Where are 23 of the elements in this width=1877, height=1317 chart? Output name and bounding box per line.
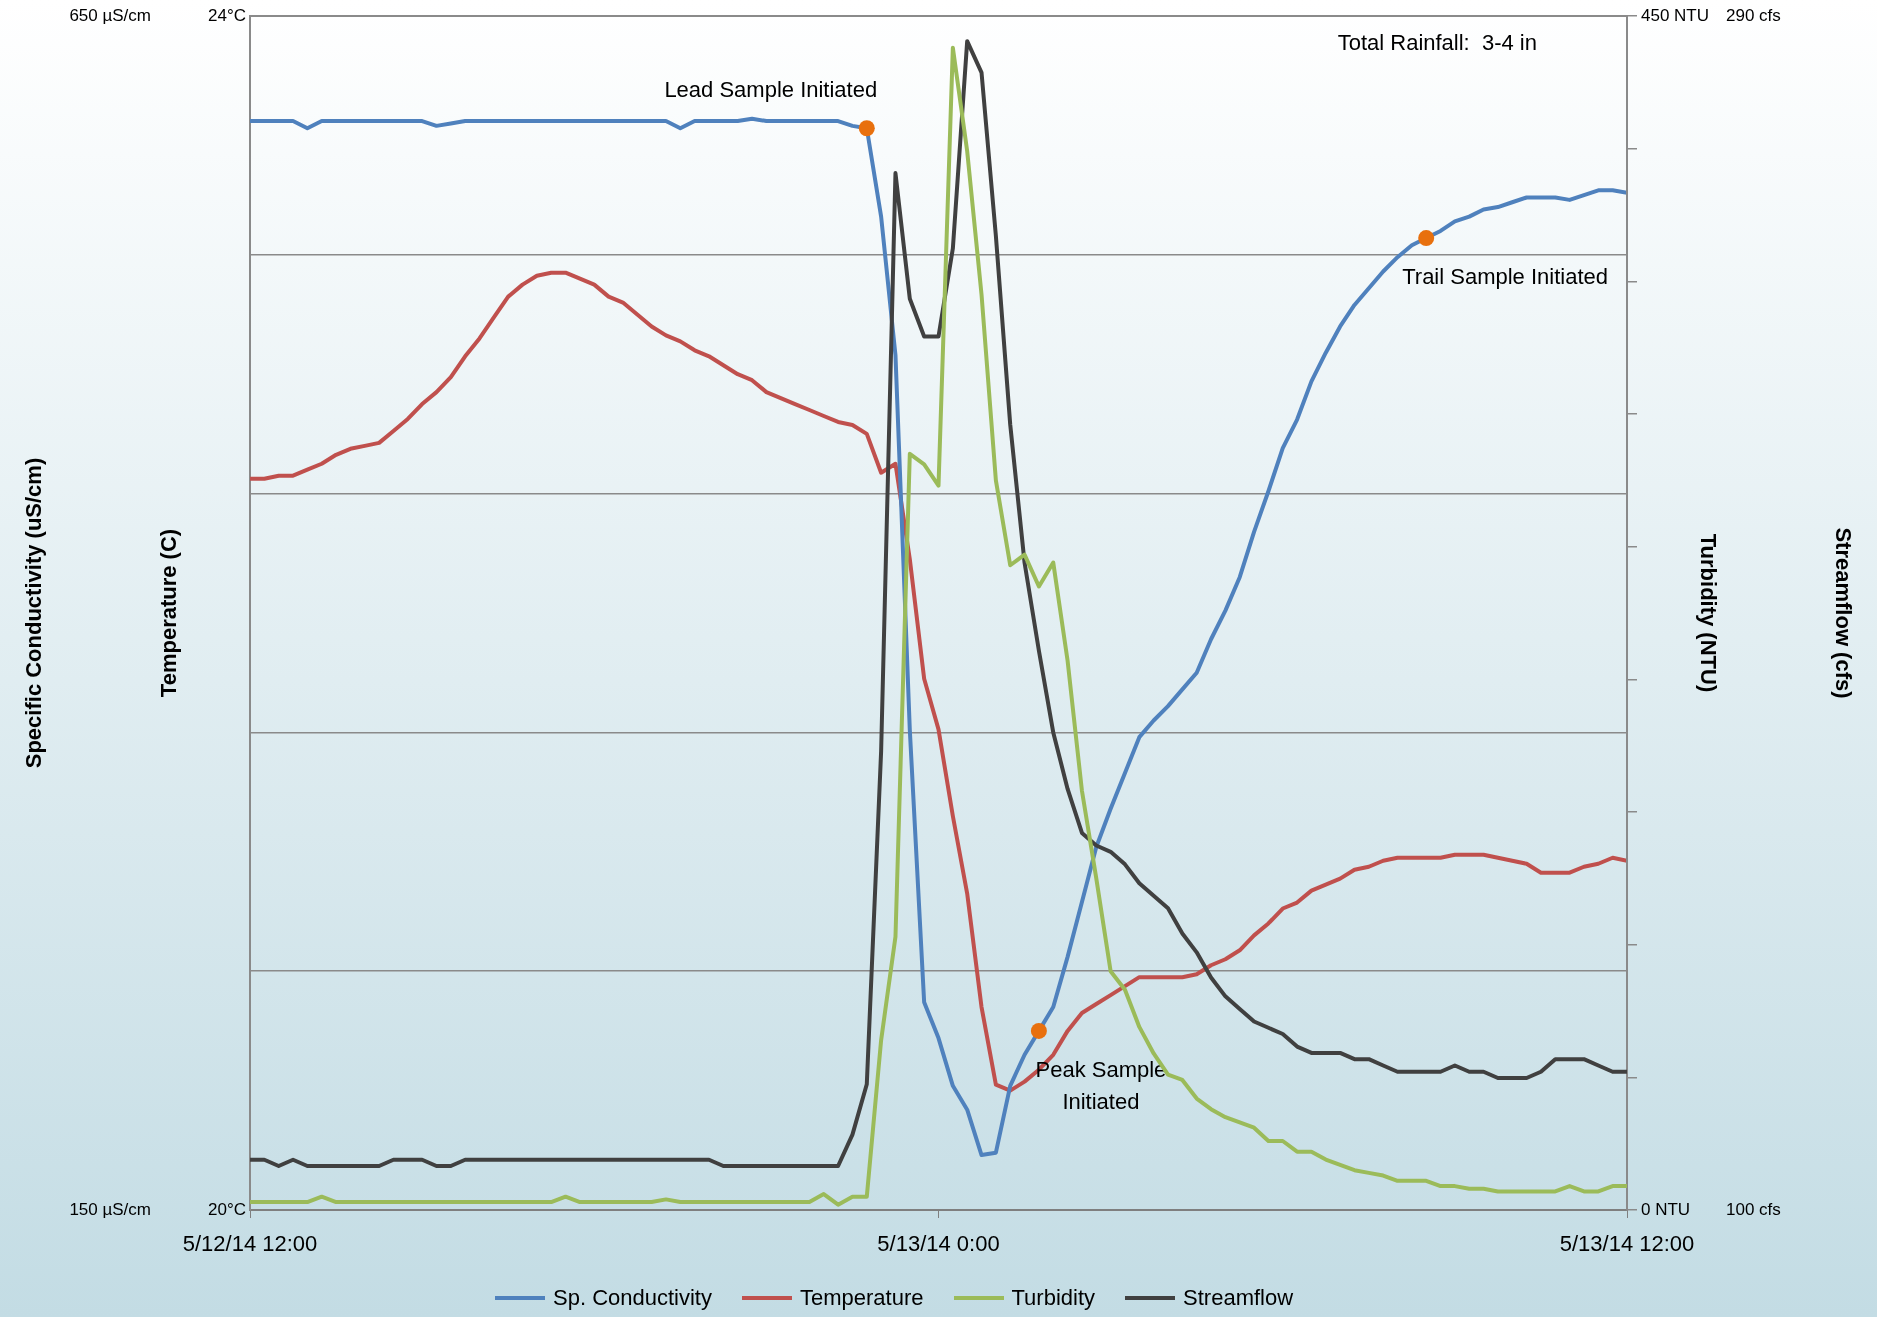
y-tick-label: 150 µS/cm xyxy=(69,1199,151,1219)
y-tick-label: 0 NTU xyxy=(1641,1199,1691,1219)
x-tick-label: 5/13/14 12:00 xyxy=(1559,1231,1695,1257)
y-axis-title: Turbidity (NTU) xyxy=(1695,533,1721,693)
legend-label: Sp. Conductivity xyxy=(553,1285,712,1311)
legend-label: Temperature xyxy=(799,1285,924,1311)
x-tick-label: 5/12/14 12:00 xyxy=(182,1231,318,1257)
legend-label: Streamflow xyxy=(1183,1285,1294,1311)
y2-tick-label: 24°C xyxy=(208,5,246,25)
y-tick-label: 650 µS/cm xyxy=(69,5,151,25)
y2-axis-title: Streamflow (cfs) xyxy=(1830,527,1856,699)
data-label: Lead Sample Initiated xyxy=(664,77,878,103)
y-tick-label: 450 NTU xyxy=(1641,5,1710,25)
y2-tick-label: 290 cfs xyxy=(1726,5,1781,25)
y2-tick-label: 100 cfs xyxy=(1726,1199,1781,1219)
data-label: Trail Sample Initiated xyxy=(1402,264,1609,290)
y2-axis-title: Temperature (C) xyxy=(156,528,182,698)
y-axis-title: Specific Conductivity (uS/cm) xyxy=(21,457,47,769)
y2-tick-label: 20°C xyxy=(208,1199,246,1219)
legend-label: Turbidity xyxy=(1011,1285,1096,1311)
x-tick-label: 5/13/14 0:00 xyxy=(877,1231,1000,1257)
data-label: Peak Sample Initiated xyxy=(1035,1056,1167,1114)
annotation: Total Rainfall: 3-4 in xyxy=(1337,30,1537,56)
